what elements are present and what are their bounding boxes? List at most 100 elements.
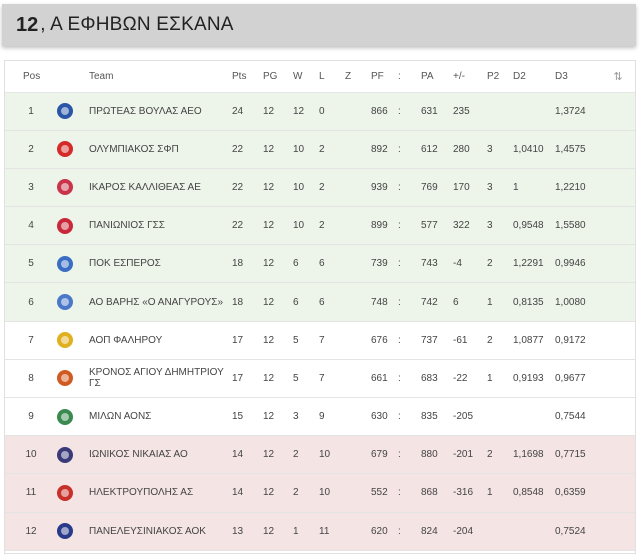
cell-team[interactable]: ΙΚΑΡΟΣ ΚΑΛΛΙΘΕΑΣ ΑΕ	[89, 181, 201, 193]
cell-p2: 3	[487, 143, 493, 155]
cell-pa: 743	[421, 258, 438, 270]
cell-pts: 22	[232, 220, 244, 232]
col-header-p2[interactable]: P2	[487, 61, 513, 93]
table-row[interactable]: 1 ΠΡΩΤΕΑΣ ΒΟΥΛΑΣ ΑΕΟ 24 12 12 0 866: 631 235 1,37…	[5, 92, 635, 131]
team-logo-icon	[57, 179, 73, 196]
cell-w: 1	[293, 525, 299, 537]
cell-z	[345, 283, 371, 321]
cell-logo	[57, 245, 89, 283]
col-header-pf[interactable]: PF	[371, 61, 398, 93]
col-header-z[interactable]: Z	[345, 61, 371, 93]
cell-pg: 12	[263, 372, 275, 384]
cell-logo	[57, 359, 89, 397]
table-row[interactable]: 8 ΚΡΟΝΟΣ ΑΓΙΟΥ ΔΗΜΗΤΡΙΟΥ ΓΣ 17 12 5 7 661: 683 -…	[5, 359, 635, 398]
cell-d2	[513, 92, 555, 130]
cell-extra	[601, 321, 635, 359]
cell-team[interactable]: ΑΟ ΒΑΡΗΣ «Ο ΑΝΑΓΥΡΟΥΣ»	[89, 296, 224, 308]
cell-d3: 0,6359	[555, 487, 586, 499]
table-row[interactable]: 12 ΠΑΝΕΛΕΥΣΙΝΙΑΚΟΣ ΑΟΚ 13 12 1 11 620:824 -204 0…	[5, 512, 635, 551]
col-header-team[interactable]: Team	[89, 61, 232, 93]
table-row[interactable]: 3 ΙΚΑΡΟΣ ΚΑΛΛΙΘΕΑΣ ΑΕ 22 12 10 2 939: 769 170 3 1 1…	[5, 168, 635, 207]
table-row[interactable]: 2 ΟΛΥΜΠΙΑΚΟΣ ΣΦΠ 22 12 10 2 892: 612 280 3 1,0410 1…	[5, 130, 635, 169]
cell-pos: 3	[28, 181, 34, 193]
sort-arrows-icon[interactable]: ⇅	[601, 61, 635, 93]
cell-pf: 892	[371, 143, 388, 155]
cell-team[interactable]: ΚΡΟΝΟΣ ΑΓΙΟΥ ΔΗΜΗΤΡΙΟΥ ΓΣ	[89, 367, 224, 390]
table-row[interactable]: 7 ΑΟΠ ΦΑΛΗΡΟΥ 17 12 5 7 676: 737 -61 2 1,0877 0,917…	[5, 321, 635, 360]
cell-team[interactable]: ΗΛΕΚΤΡΟΥΠΟΛΗΣ ΑΣ	[89, 487, 194, 499]
cell-w: 10	[293, 143, 305, 155]
cell-team[interactable]: ΙΩΝΙΚΟΣ ΝΙΚΑΙΑΣ ΑΟ	[89, 449, 188, 461]
standings-table: Pos Team Pts PG W L Z PF : PA +/- P2 D2 …	[5, 61, 635, 551]
cell-colon: :	[398, 105, 401, 117]
cell-diff: 322	[453, 220, 470, 232]
cell-team[interactable]: ΑΟΠ ΦΑΛΗΡΟΥ	[89, 334, 163, 346]
team-logo-icon	[57, 446, 73, 463]
cell-pts: 17	[232, 334, 244, 346]
cell-colon: :	[398, 411, 401, 423]
table-row[interactable]: 11 ΗΛΕΚΤΡΟΥΠΟΛΗΣ ΑΣ 14 12 2 10 552: 868 -316 1 0,8…	[5, 473, 635, 513]
cell-team[interactable]: ΠΑΝΕΛΕΥΣΙΝΙΑΚΟΣ ΑΟΚ	[89, 525, 206, 537]
cell-z	[345, 92, 371, 130]
cell-w: 10	[293, 220, 305, 232]
cell-team[interactable]: ΠΟΚ ΕΣΠΕΡΟΣ	[89, 258, 161, 270]
cell-pg: 12	[263, 143, 275, 155]
cell-pos: 11	[25, 487, 37, 499]
table-row[interactable]: 9 ΜΙΛΩΝ ΑΟΝΣ 15 12 3 9 630: 835 -205 0,7544	[5, 397, 635, 436]
col-header-l[interactable]: L	[319, 61, 345, 93]
team-logo-icon	[57, 103, 73, 120]
page-header: 12 , Α ΕΦΗΒΩΝ ΕΣΚΑΝΑ	[2, 4, 636, 46]
cell-logo	[57, 474, 89, 512]
cell-p2: 1	[487, 487, 493, 499]
col-header-colon: :	[398, 61, 421, 93]
cell-logo	[57, 436, 89, 474]
table-row[interactable]: 10 ΙΩΝΙΚΟΣ ΝΙΚΑΙΑΣ ΑΟ 14 12 2 10 679: 880 -201 2 1…	[5, 435, 635, 474]
cell-logo	[57, 321, 89, 359]
cell-team[interactable]: ΜΙΛΩΝ ΑΟΝΣ	[89, 411, 152, 423]
cell-logo	[57, 398, 89, 436]
cell-l: 6	[319, 296, 325, 308]
cell-pa: 631	[421, 105, 438, 117]
team-logo-icon	[57, 523, 73, 540]
cell-diff: -61	[453, 334, 468, 346]
cell-pa: 612	[421, 143, 438, 155]
cell-l: 7	[319, 334, 325, 346]
cell-pa: 880	[421, 449, 438, 461]
cell-pts: 18	[232, 258, 244, 270]
cell-diff: -4	[453, 258, 462, 270]
cell-z	[345, 245, 371, 283]
cell-team[interactable]: ΠΑΝΙΩΝΙΟΣ ΓΣΣ	[89, 220, 165, 232]
cell-d2: 0,9193	[513, 372, 544, 384]
cell-extra	[601, 398, 635, 436]
col-header-pg[interactable]: PG	[263, 61, 293, 93]
cell-pf: 899	[371, 220, 388, 232]
table-row[interactable]: 6 ΑΟ ΒΑΡΗΣ «Ο ΑΝΑΓΥΡΟΥΣ» 18 12 6 6 748: 742 6 1 0,…	[5, 282, 635, 322]
cell-extra	[601, 436, 635, 474]
cell-pa: 737	[421, 334, 438, 346]
cell-extra	[601, 207, 635, 245]
cell-colon: :	[398, 334, 401, 346]
cell-extra	[601, 474, 635, 512]
table-row[interactable]: 4 ΠΑΝΙΩΝΙΟΣ ΓΣΣ 22 12 10 2 899: 577 322 3 0,9548 1,…	[5, 206, 635, 245]
cell-pg: 12	[263, 411, 275, 423]
col-header-pos[interactable]: Pos	[5, 61, 57, 93]
cell-w: 5	[293, 372, 299, 384]
cell-team[interactable]: ΠΡΩΤΕΑΣ ΒΟΥΛΑΣ ΑΕΟ	[89, 105, 202, 117]
col-header-diff[interactable]: +/-	[453, 61, 487, 93]
col-header-d2[interactable]: D2	[513, 61, 555, 93]
cell-pa: 835	[421, 411, 438, 423]
table-row[interactable]: 5 ΠΟΚ ΕΣΠΕΡΟΣ 18 12 6 6 739: 743 -4 2 1,2291 0,9946	[5, 244, 635, 283]
cell-pg: 12	[263, 296, 275, 308]
cell-pf: 748	[371, 296, 388, 308]
cell-w: 5	[293, 334, 299, 346]
col-header-d3[interactable]: D3	[555, 61, 601, 93]
cell-team[interactable]: ΟΛΥΜΠΙΑΚΟΣ ΣΦΠ	[89, 143, 179, 155]
cell-colon: :	[398, 220, 401, 232]
col-header-pa[interactable]: PA	[421, 61, 453, 93]
col-header-logo	[57, 61, 89, 93]
col-header-w[interactable]: W	[293, 61, 319, 93]
col-header-pts[interactable]: Pts	[232, 61, 263, 93]
cell-pos: 6	[28, 296, 34, 308]
cell-d3: 1,2210	[555, 181, 586, 193]
cell-extra	[601, 359, 635, 397]
